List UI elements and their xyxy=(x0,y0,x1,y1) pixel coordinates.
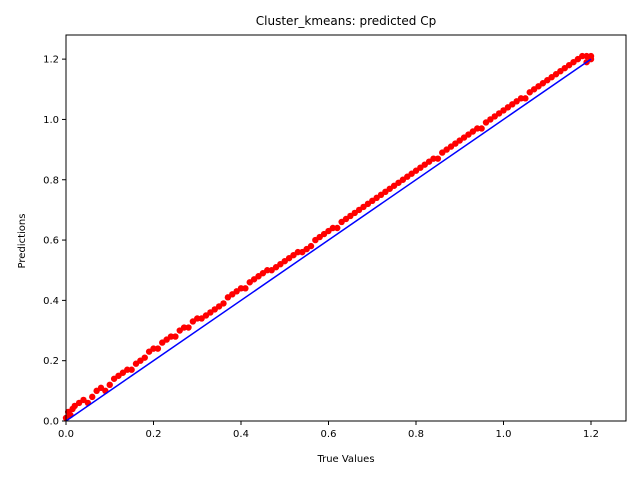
data-point xyxy=(89,393,96,401)
chart-title: Cluster_kmeans: predicted Cp xyxy=(256,14,436,28)
data-point xyxy=(307,242,315,250)
x-tick-label: 0.8 xyxy=(408,429,424,440)
data-point xyxy=(128,366,135,373)
y-axis-title: Predictions xyxy=(17,214,28,269)
data-point xyxy=(141,354,148,361)
data-point xyxy=(522,95,529,102)
y-tick-label: 1.2 xyxy=(43,55,59,66)
data-point xyxy=(294,248,302,256)
x-tick-label: 0.0 xyxy=(58,429,74,440)
x-tick-label: 1.0 xyxy=(496,429,512,440)
y-tick-label: 0.2 xyxy=(43,356,59,367)
data-point xyxy=(237,285,245,292)
data-point xyxy=(154,345,162,352)
plot-area: 0.0 0.2 0.4 0.6 0.8 1.0 1.2 0.0 0.2 0.4 0.6 0.8 1.0 1… xyxy=(43,34,627,440)
fit-line xyxy=(65,58,592,422)
x-tick-label: 1.2 xyxy=(583,429,599,440)
x-tick-label: 0.6 xyxy=(321,429,337,440)
data-point xyxy=(517,95,525,102)
data-point xyxy=(124,366,131,373)
data-point xyxy=(264,267,271,274)
y-tick-label: 0.8 xyxy=(43,175,59,186)
data-point xyxy=(194,315,201,322)
data-point xyxy=(474,125,481,132)
data-point xyxy=(478,125,485,132)
data-point xyxy=(150,345,157,352)
data-point xyxy=(106,381,113,389)
y-tick-label: 0.0 xyxy=(43,417,59,428)
data-point xyxy=(430,155,437,162)
x-axis-title: True Values xyxy=(316,454,374,465)
data-point xyxy=(185,324,192,331)
data-point xyxy=(167,333,175,340)
data-point xyxy=(334,224,341,232)
y-tick-label: 0.4 xyxy=(43,296,59,307)
y-tick-label: 1.0 xyxy=(43,115,59,126)
data-point xyxy=(579,52,586,60)
x-tick-label: 0.2 xyxy=(146,429,162,440)
y-tick-label: 0.6 xyxy=(43,236,59,247)
data-point xyxy=(172,333,179,340)
data-point xyxy=(329,224,337,232)
plot-frame xyxy=(65,34,627,422)
data-point xyxy=(180,324,188,331)
data-point xyxy=(434,155,442,162)
data-point xyxy=(220,300,227,307)
x-tick-label: 0.4 xyxy=(233,429,249,440)
data-point xyxy=(242,285,249,292)
